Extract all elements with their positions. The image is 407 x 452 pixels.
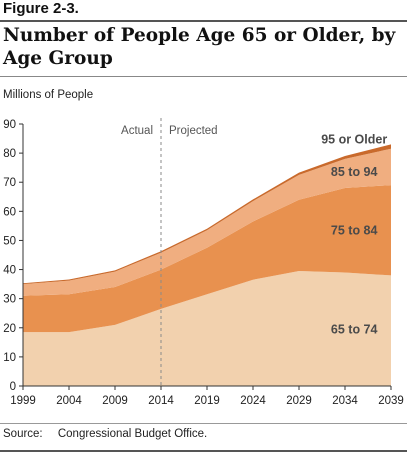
y-axis-label: Millions of People: [3, 89, 94, 101]
divider-right-label: Projected: [169, 125, 218, 137]
y-tick-label-9: 90: [3, 119, 16, 131]
y-tick-label-1: 10: [3, 352, 16, 364]
top-rule: [0, 20, 407, 22]
y-tick-label-3: 30: [3, 294, 16, 306]
x-tick-label-0: 1999: [10, 395, 36, 407]
area-series-2: [23, 148, 391, 296]
source-rule: [0, 423, 407, 424]
y-tick-label-6: 60: [3, 206, 16, 218]
series-label-3: 95 or Older: [321, 133, 387, 147]
source-text: Congressional Budget Office.: [57, 428, 208, 440]
x-tick-label-1: 2004: [56, 395, 82, 407]
y-tick-label-5: 50: [3, 235, 16, 247]
y-tick-label-4: 40: [3, 265, 16, 277]
source-note: Source: Congressional Budget Office.: [3, 428, 207, 440]
divider-left-label: Actual: [121, 125, 153, 137]
chart-title: Number of People Age 65 or Older, by Age…: [3, 25, 396, 69]
bottom-rule: [0, 450, 407, 452]
x-tick-label-4: 2019: [194, 395, 220, 407]
x-tick-label-7: 2034: [332, 395, 358, 407]
series-label-1: 75 to 84: [331, 223, 378, 237]
y-tick-label-2: 20: [3, 323, 16, 335]
source-label: Source:: [3, 428, 43, 440]
series-label-0: 65 to 74: [331, 323, 378, 337]
x-tick-label-5: 2024: [240, 395, 266, 407]
x-tick-label-2: 2009: [102, 395, 128, 407]
y-tick-label-0: 0: [10, 381, 16, 393]
area-series-1: [23, 185, 391, 333]
title-rule: [0, 76, 407, 77]
series-label-2: 85 to 94: [331, 165, 378, 179]
x-tick-label-8: 2039: [378, 395, 404, 407]
y-tick-label-8: 80: [3, 148, 16, 160]
chart-area: 65 to 74 75 to 84 85 to 94 95 or Older Actua…: [3, 118, 404, 407]
y-tick-label-7: 70: [3, 177, 16, 189]
x-tick-label-3: 2014: [148, 395, 174, 407]
x-tick-label-6: 2029: [286, 395, 312, 407]
area-series-0: [23, 271, 391, 386]
figure-label: Figure 2-3.: [3, 0, 79, 17]
